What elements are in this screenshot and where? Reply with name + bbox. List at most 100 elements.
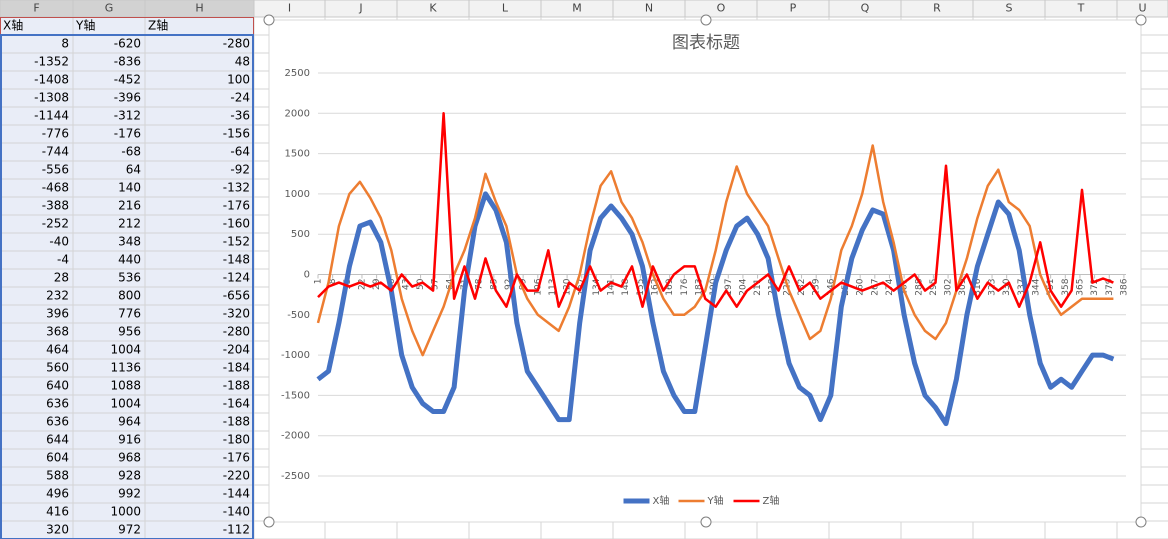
y-tick-label: 1500 bbox=[285, 149, 310, 160]
x-tick-label: 92 bbox=[504, 279, 514, 290]
column-letter: G bbox=[105, 2, 114, 15]
cell: 972 bbox=[118, 523, 141, 537]
resize-handle bbox=[1135, 516, 1147, 528]
resize-handle bbox=[700, 14, 712, 26]
selection bbox=[0, 17, 254, 539]
column-letter: K bbox=[429, 2, 437, 15]
cell: -176 bbox=[223, 451, 250, 465]
cell: -620 bbox=[114, 37, 141, 51]
x-tick-label: 267 bbox=[870, 279, 880, 296]
cell: 916 bbox=[118, 433, 141, 447]
cell: -1352 bbox=[34, 55, 69, 69]
cell: -152 bbox=[223, 235, 250, 249]
y-tick-label: -1000 bbox=[281, 350, 310, 361]
chart-area[interactable] bbox=[268, 19, 1142, 523]
cell: 28 bbox=[54, 271, 69, 285]
cell: 1000 bbox=[110, 505, 141, 519]
cell: 800 bbox=[118, 289, 141, 303]
cell: 588 bbox=[46, 469, 69, 483]
cell: 348 bbox=[118, 235, 141, 249]
y-tick-label: -2000 bbox=[281, 431, 310, 442]
x-tick-label: 204 bbox=[738, 278, 748, 295]
header-cell: Z轴 bbox=[148, 18, 168, 33]
column-letter: I bbox=[288, 2, 291, 15]
y-tick-label: -500 bbox=[287, 310, 310, 321]
cell: 496 bbox=[46, 487, 69, 501]
cell: -64 bbox=[230, 145, 250, 159]
resize-handle bbox=[1135, 14, 1147, 26]
x-tick-label: 141 bbox=[607, 279, 617, 296]
cell: -468 bbox=[42, 181, 69, 195]
cell: -656 bbox=[223, 289, 250, 303]
cell: -556 bbox=[42, 163, 69, 177]
column-letter: R bbox=[933, 2, 941, 15]
cell: -776 bbox=[42, 127, 69, 141]
x-tick-label: 260 bbox=[856, 278, 866, 295]
cell: 636 bbox=[46, 415, 69, 429]
cell: -24 bbox=[230, 91, 250, 105]
x-tick-label: 386 bbox=[1119, 278, 1129, 295]
x-tick-label: 113 bbox=[548, 279, 558, 296]
cell: 776 bbox=[118, 307, 141, 321]
cell: -1308 bbox=[34, 91, 69, 105]
cell: 48 bbox=[235, 55, 250, 69]
x-tick-label: 43 bbox=[401, 279, 411, 290]
cell: 320 bbox=[46, 523, 69, 537]
cell: 928 bbox=[118, 469, 141, 483]
cell: -744 bbox=[42, 145, 69, 159]
x-tick-label: 183 bbox=[694, 279, 704, 296]
cell: -132 bbox=[223, 181, 250, 195]
x-tick-label: 344 bbox=[1031, 278, 1041, 295]
x-tick-label: 337 bbox=[1017, 279, 1027, 296]
cell: -1144 bbox=[34, 109, 69, 123]
cell: -184 bbox=[223, 361, 250, 375]
chart: 图表标题 -2500 -2000 -1500 -1000 -500 0 500 1000 150… bbox=[263, 14, 1147, 528]
column-letter: H bbox=[195, 2, 203, 15]
cell: 396 bbox=[46, 307, 69, 321]
x-tick-label: 176 bbox=[680, 278, 690, 295]
x-tick-label: 351 bbox=[1046, 279, 1056, 296]
cell: -204 bbox=[223, 343, 250, 357]
cell: -836 bbox=[114, 55, 141, 69]
cell: 216 bbox=[118, 199, 141, 213]
cell: -144 bbox=[223, 487, 250, 501]
cell: -252 bbox=[42, 217, 69, 231]
header-cell: Y轴 bbox=[75, 18, 95, 33]
x-tick-label: 372 bbox=[1090, 279, 1100, 296]
legend-label: Y轴 bbox=[707, 494, 724, 507]
cell: 636 bbox=[46, 397, 69, 411]
column-letter: O bbox=[717, 2, 726, 15]
cell: -124 bbox=[223, 271, 250, 285]
cell: -40 bbox=[49, 235, 69, 249]
cell: 464 bbox=[46, 343, 69, 357]
y-tick-label: -2500 bbox=[281, 471, 310, 482]
series-line bbox=[316, 191, 1115, 427]
y-tick-label: 0 bbox=[304, 270, 310, 281]
cell: -452 bbox=[114, 73, 141, 87]
x-tick-label: 379 bbox=[1105, 278, 1115, 295]
column-letter: N bbox=[645, 2, 653, 15]
resize-handle bbox=[263, 516, 275, 528]
cell: -156 bbox=[223, 127, 250, 141]
y-tick-label: -1500 bbox=[281, 390, 310, 401]
cell: -140 bbox=[223, 505, 250, 519]
cell: -36 bbox=[230, 109, 250, 123]
x-tick-label: 330 bbox=[1002, 278, 1012, 295]
cell: 644 bbox=[46, 433, 69, 447]
cell: 1004 bbox=[110, 397, 141, 411]
x-tick-label: 134 bbox=[592, 278, 602, 295]
cell: 956 bbox=[118, 325, 141, 339]
cell: -112 bbox=[223, 523, 250, 537]
x-tick-label: 1 bbox=[314, 279, 324, 285]
column-letter: L bbox=[502, 2, 509, 15]
cell: -68 bbox=[121, 145, 141, 159]
column-letter: Q bbox=[861, 2, 870, 15]
x-tick-label: 365 bbox=[1075, 279, 1085, 296]
y-tick-label: 2000 bbox=[285, 108, 310, 119]
series-line bbox=[316, 144, 1114, 357]
x-tick-label: 288 bbox=[914, 278, 924, 295]
cell: 232 bbox=[46, 289, 69, 303]
resize-handle bbox=[263, 14, 275, 26]
cell: 560 bbox=[46, 361, 69, 375]
header-cell: X轴 bbox=[3, 18, 23, 33]
